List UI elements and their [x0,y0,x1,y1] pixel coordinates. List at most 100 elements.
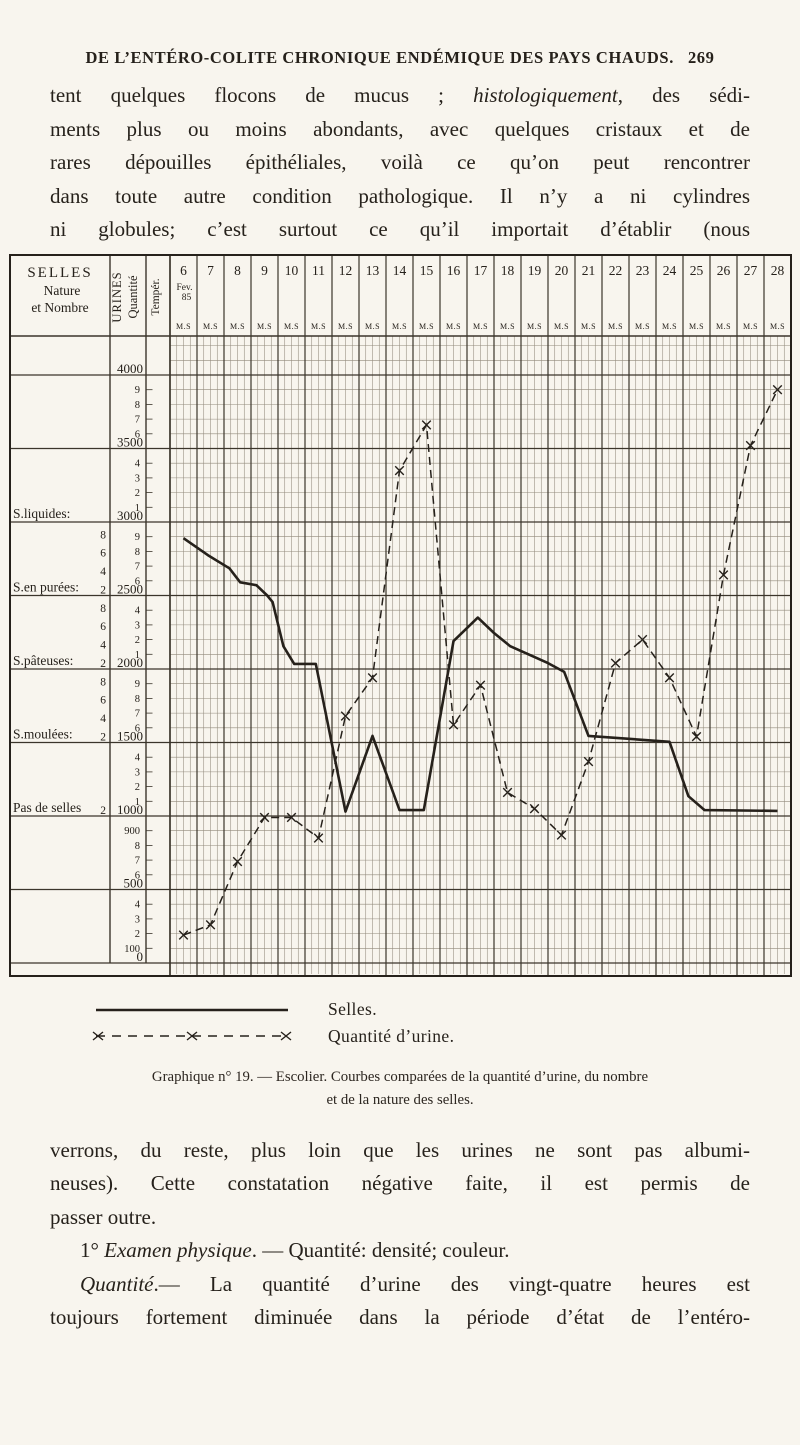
urine-major-label: 3000 [117,508,143,523]
day-label: 21 [582,263,596,278]
urine-minor-label: 7 [135,561,140,572]
urine-minor-label: 4 [135,899,141,910]
day-label: 28 [771,263,785,278]
page-header: DE L’ENTÉRO-COLITE CHRONIQUE ENDÉMIQUE D… [0,0,800,68]
urine-minor-label: 7 [135,855,140,866]
urine-minor-label: 2 [135,488,140,499]
urine-minor-label: 1 [135,649,140,660]
ms-label: M.S [419,322,434,331]
selles-count-label: 2 [100,658,106,670]
paragraph-bottom: verrons, du reste, plus loin que les uri… [50,1134,750,1335]
urine-minor-label: 6 [135,723,140,734]
ms-label: M.S [203,322,218,331]
selles-count-label: 8 [100,529,106,541]
text-line: Quantité.— La quantité d’urine des vingt… [80,1271,750,1296]
ms-label: M.S [689,322,704,331]
selles-category-label: S.pâteuses: [13,653,73,668]
day-label: 17 [474,263,488,278]
urine-minor-label: 2 [135,929,140,940]
urine-minor-label: 3 [135,620,140,631]
day-label: 16 [447,263,461,278]
urine-minor-label: 6 [135,576,140,587]
urine-minor-label: 1 [135,796,140,807]
ms-label: M.S [230,322,245,331]
text-line: dans toute autre condition pathologique.… [50,183,750,208]
urine-minor-label: 9 [135,679,140,690]
urine-minor-label: 900 [124,826,140,837]
text-line: rares dépouilles épithéliales, voilà ce … [50,150,750,174]
selles-curve [182,536,778,813]
selles-count-label: 8 [100,602,106,614]
ms-label: M.S [500,322,515,331]
header-labels: SELLES Nature et Nombre URINES Quantité Tempé… [27,263,785,331]
urine-major-label: 0 [137,949,144,964]
urine-minor-label: 6 [135,870,140,881]
selles-header-sub1: Nature [44,283,81,298]
urine-minor-label: 4 [135,752,141,763]
paragraph-top: tent quelques flocons de mucus ; histolo… [50,79,750,247]
day-label: 6 [180,263,187,278]
text-line: passer outre. [50,1204,157,1229]
month-label: Fev. [176,283,192,293]
urine-major-label: 2500 [117,581,143,596]
chart: SELLES Nature et Nombre URINES Quantité Tempé… [0,253,800,986]
ms-label: M.S [257,322,272,331]
urine-minor-label: 7 [135,414,140,425]
table-border [9,253,792,977]
urine-minor-label: 8 [135,693,140,704]
selles-count-label: 2 [100,584,106,596]
urine-major-label: 2000 [117,655,143,670]
selles-count-label: 2 [100,805,106,817]
urine-major-label: 1500 [117,728,143,743]
selles-category-label: S.moulées: [13,726,73,741]
day-label: 23 [636,263,650,278]
legend-label-selles: Selles. [328,998,377,1019]
urine-minor-label: 3 [135,914,140,925]
selles-category-label: S.en purées: [13,579,79,594]
ms-label: M.S [527,322,542,331]
urine-markers [178,384,783,940]
selles-count-label: 8 [100,676,106,688]
text-line: ni globules; c’est surtout ce qu’il impo… [50,217,750,241]
ms-label: M.S [581,322,596,331]
scale-labels: 40003500987630004321S.liquides:25009876S… [13,361,153,964]
ms-label: M.S [473,322,488,331]
legend-item-urine: Quantité d’urine. [92,1023,800,1050]
selles-count-label: 4 [100,713,106,725]
urine-minor-label: 100 [124,943,140,954]
day-label: 10 [285,263,299,278]
day-label: 22 [609,263,623,278]
day-label: 24 [663,263,677,278]
urine-minor-label: 6 [135,429,140,440]
day-label: 15 [420,263,434,278]
urine-minor-label: 2 [135,635,140,646]
day-label: 9 [261,263,268,278]
urine-major-label: 4000 [117,361,143,376]
urine-minor-label: 2 [135,782,140,793]
ms-label: M.S [662,322,677,331]
chart-svg: SELLES Nature et Nombre URINES Quantité Tempé… [9,253,792,977]
selles-header-sub2: et Nombre [31,300,88,315]
ms-label: M.S [338,322,353,331]
year-label: 85 [182,293,192,303]
ms-label: M.S [608,322,623,331]
day-label: 14 [393,263,407,278]
urine-minor-label: 9 [135,385,140,396]
running-title: DE L’ENTÉRO-COLITE CHRONIQUE ENDÉMIQUE D… [85,48,674,67]
dashed-line-sample [92,1031,292,1041]
day-label: 27 [744,263,758,278]
day-label: 8 [234,263,241,278]
chart-caption: Graphique n° 19. — Escolier. Courbes com… [0,1066,800,1112]
urine-minor-label: 4 [135,458,141,469]
solid-line-sample [96,1008,288,1012]
day-label: 20 [555,263,569,278]
urines-quantite-header: Quantité [126,275,140,318]
ms-label: M.S [311,322,326,331]
day-label: 7 [207,263,214,278]
grid-bold-lines [10,254,791,976]
page-number: 269 [687,48,715,67]
ms-label: M.S [446,322,461,331]
ms-label: M.S [365,322,380,331]
urines-header: URINES [110,271,124,322]
